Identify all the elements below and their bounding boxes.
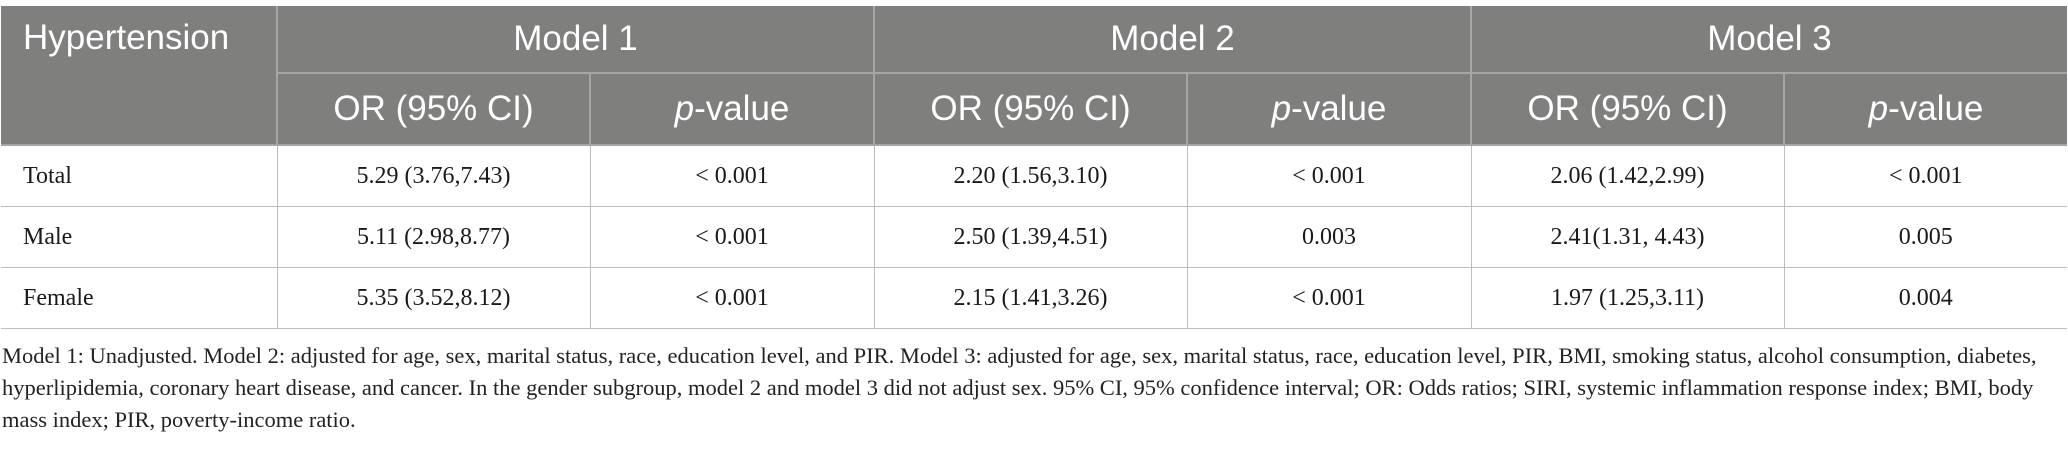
table-cell: 2.06 (1.42,2.99): [1471, 144, 1785, 207]
table-cell: < 0.001: [590, 267, 875, 329]
corner-header: Hypertension: [1, 6, 278, 146]
table-cell: 2.20 (1.56,3.10): [874, 144, 1188, 207]
header-row-models: Hypertension Model 1 Model 2 Model 3: [1, 6, 2067, 146]
table-row-male: Male 5.11 (2.98,8.77) < 0.001 2.50 (1.39…: [1, 206, 2067, 268]
table-cell: 2.15 (1.41,3.26): [874, 267, 1188, 329]
model-3-header: Model 3: [1471, 6, 2067, 74]
table-cell: < 0.001: [1187, 144, 1472, 207]
table-cell: < 0.001: [590, 206, 875, 268]
row-label: Total: [1, 144, 278, 207]
table-cell: < 0.001: [1187, 267, 1472, 329]
p-rest: -value: [694, 89, 790, 128]
table-footnote: Model 1: Unadjusted. Model 2: adjusted f…: [2, 343, 2037, 432]
row-label: Male: [1, 206, 278, 268]
model-2-or-header: OR (95% CI): [874, 73, 1188, 146]
p-rest: -value: [1291, 89, 1387, 128]
table-row-female: Female 5.35 (3.52,8.12) < 0.001 2.15 (1.…: [1, 267, 2067, 329]
results-table-container: Hypertension Model 1 Model 2 Model 3 OR …: [0, 6, 2068, 329]
table-cell: 0.003: [1187, 206, 1472, 268]
p-italic: p: [1271, 89, 1292, 128]
model-1-header: Model 1: [277, 6, 875, 74]
model-2-header: Model 2: [874, 6, 1472, 74]
table-cell: 1.97 (1.25,3.11): [1471, 267, 1785, 329]
model-1-or-header: OR (95% CI): [277, 73, 591, 146]
p-italic: p: [674, 89, 695, 128]
model-3-or-header: OR (95% CI): [1471, 73, 1785, 146]
header-row-subheaders: OR (95% CI) p-value OR (95% CI) p-value …: [1, 73, 2067, 146]
model-3-p-header: p-value: [1784, 73, 2067, 146]
model-1-p-header: p-value: [590, 73, 875, 146]
table-cell: 0.005: [1784, 206, 2067, 268]
hypertension-results-table: Hypertension Model 1 Model 2 Model 3 OR …: [1, 6, 2067, 329]
row-label: Female: [1, 267, 278, 329]
p-rest: -value: [1888, 89, 1984, 128]
table-cell: < 0.001: [590, 144, 875, 207]
table-cell: 2.41(1.31, 4.43): [1471, 206, 1785, 268]
table-cell: < 0.001: [1784, 144, 2067, 207]
table-cell: 5.35 (3.52,8.12): [277, 267, 591, 329]
table-cell: 0.004: [1784, 267, 2067, 329]
table-row-total: Total 5.29 (3.76,7.43) < 0.001 2.20 (1.5…: [1, 144, 2067, 207]
p-italic: p: [1868, 89, 1889, 128]
table-cell: 2.50 (1.39,4.51): [874, 206, 1188, 268]
table-cell: 5.11 (2.98,8.77): [277, 206, 591, 268]
table-cell: 5.29 (3.76,7.43): [277, 144, 591, 207]
model-2-p-header: p-value: [1187, 73, 1472, 146]
